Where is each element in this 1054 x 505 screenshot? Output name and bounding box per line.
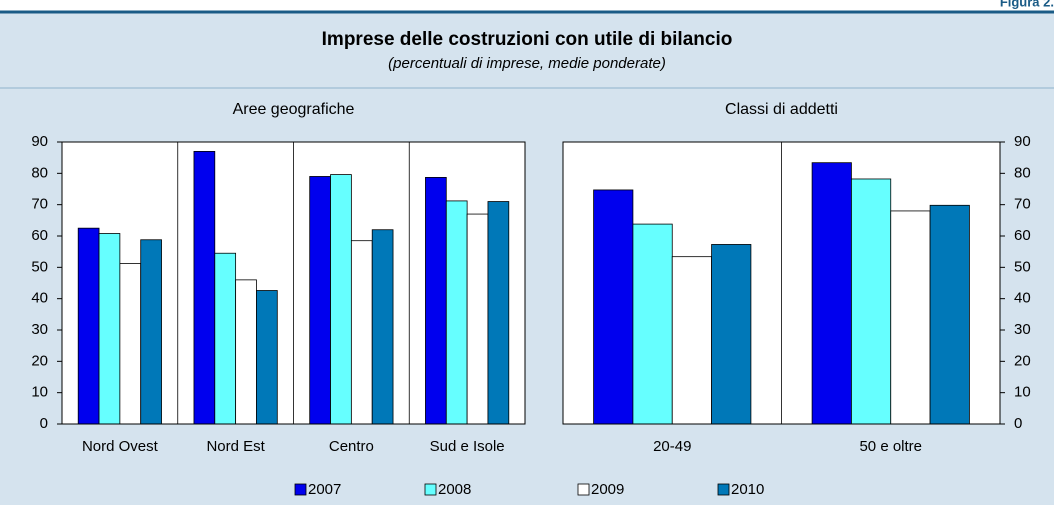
x-tick-label: Sud e Isole	[430, 438, 505, 455]
bar	[119, 263, 142, 425]
y-tick-label: 70	[31, 196, 48, 213]
bar	[235, 279, 257, 425]
x-tick-label: Centro	[329, 438, 374, 455]
y-tick-label: 50	[31, 258, 48, 275]
subtitle: (percentuali di imprese, medie ponderate…	[388, 55, 666, 72]
title: Imprese delle costruzioni con utile di b…	[322, 29, 733, 50]
legend-swatch	[717, 483, 730, 496]
x-tick-label: 50 e oltre	[859, 438, 922, 455]
bar	[671, 256, 712, 425]
y-tick-label: 10	[1014, 384, 1031, 401]
y-tick-label: 90	[1014, 133, 1031, 150]
y-tick-label: 20	[1014, 352, 1031, 369]
legend-label: 2009	[591, 481, 624, 498]
bar	[214, 252, 237, 425]
bar	[466, 213, 489, 425]
x-tick-label: Nord Est	[206, 438, 265, 455]
legend-swatch	[424, 483, 437, 496]
figure-label: Figura 2.	[1000, 0, 1054, 9]
bar	[330, 174, 352, 425]
bar	[487, 201, 510, 425]
legend-label: 2008	[438, 481, 471, 498]
y-tick-label: 80	[31, 164, 48, 181]
plot-frame	[562, 141, 1001, 425]
bar	[256, 290, 278, 425]
bar	[98, 233, 121, 425]
bar	[890, 210, 931, 425]
bar	[851, 178, 892, 425]
y-tick-label: 20	[31, 352, 48, 369]
x-tick-label: Nord Ovest	[82, 438, 159, 455]
bar	[350, 240, 373, 425]
bar	[929, 204, 970, 425]
plot-frame	[61, 141, 526, 425]
y-tick-label: 30	[1014, 321, 1031, 338]
subplot-title: Classi di addetti	[725, 101, 838, 118]
bar	[593, 189, 634, 425]
y-tick-label: 10	[31, 384, 48, 401]
legend-swatch	[294, 483, 307, 496]
legend-swatch	[577, 483, 590, 496]
bar	[77, 227, 100, 425]
bar	[445, 200, 468, 425]
y-tick-label: 30	[31, 321, 48, 338]
x-tick-label: 20-49	[653, 438, 691, 455]
bar	[140, 239, 162, 425]
bar	[632, 223, 673, 425]
legend-label: 2010	[731, 481, 764, 498]
bar	[711, 244, 752, 425]
y-tick-label: 0	[40, 415, 48, 432]
bar	[811, 162, 852, 425]
y-tick-label: 40	[1014, 290, 1031, 307]
y-tick-label: 60	[31, 227, 48, 244]
y-tick-label: 40	[31, 290, 48, 307]
y-tick-label: 0	[1014, 415, 1022, 432]
bar	[193, 150, 216, 425]
subplot-title: Aree geografiche	[233, 101, 355, 118]
bar	[425, 177, 447, 425]
y-tick-label: 70	[1014, 196, 1031, 213]
y-tick-label: 90	[31, 133, 48, 150]
y-tick-label: 50	[1014, 258, 1031, 275]
bar	[371, 229, 394, 425]
legend-label: 2007	[308, 481, 341, 498]
y-tick-label: 80	[1014, 164, 1031, 181]
bar	[309, 176, 331, 425]
y-tick-label: 60	[1014, 227, 1031, 244]
